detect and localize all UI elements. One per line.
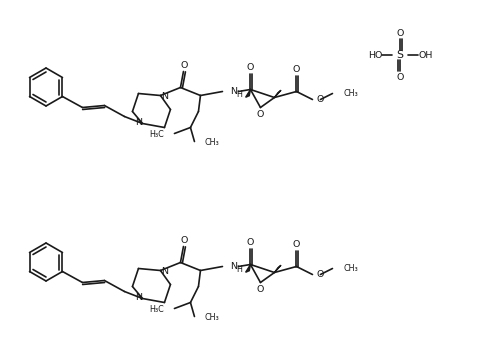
Text: OH: OH [418, 50, 432, 60]
Text: O: O [257, 285, 264, 294]
Text: N: N [135, 118, 142, 127]
Text: N: N [161, 267, 168, 276]
Text: N: N [230, 262, 238, 271]
Text: H₃C: H₃C [150, 130, 165, 139]
Text: O: O [247, 63, 254, 72]
Polygon shape [274, 90, 281, 98]
Text: H: H [237, 265, 243, 274]
Polygon shape [274, 265, 281, 273]
Text: O: O [317, 95, 324, 104]
Text: O: O [396, 28, 404, 38]
Text: N: N [135, 293, 142, 302]
Text: O: O [293, 65, 300, 74]
Text: O: O [181, 236, 188, 245]
Polygon shape [245, 89, 250, 97]
Text: CH₃: CH₃ [204, 313, 219, 322]
Text: S: S [396, 50, 403, 60]
Text: H₃C: H₃C [150, 305, 165, 314]
Text: CH₃: CH₃ [204, 138, 219, 147]
Text: CH₃: CH₃ [343, 89, 358, 98]
Polygon shape [245, 264, 250, 272]
Text: O: O [257, 110, 264, 119]
Text: N: N [161, 92, 168, 101]
Text: O: O [181, 61, 188, 70]
Text: H: H [237, 90, 243, 99]
Text: O: O [396, 72, 404, 82]
Text: CH₃: CH₃ [343, 264, 358, 273]
Text: N: N [230, 87, 238, 96]
Text: O: O [247, 238, 254, 247]
Text: O: O [293, 240, 300, 249]
Text: HO: HO [368, 50, 382, 60]
Text: O: O [317, 270, 324, 279]
